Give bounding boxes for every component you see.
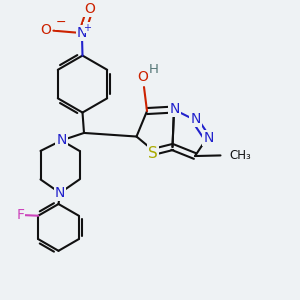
Text: −: − bbox=[56, 16, 66, 29]
Text: O: O bbox=[84, 2, 95, 16]
Text: H: H bbox=[149, 63, 158, 76]
Text: F: F bbox=[16, 208, 24, 221]
Text: N: N bbox=[169, 102, 180, 116]
Text: CH₃: CH₃ bbox=[230, 149, 251, 162]
Text: +: + bbox=[83, 23, 91, 33]
Text: N: N bbox=[190, 112, 201, 126]
Text: O: O bbox=[137, 70, 148, 85]
Text: N: N bbox=[56, 134, 67, 147]
Text: S: S bbox=[148, 146, 158, 160]
Text: N: N bbox=[77, 26, 87, 40]
Text: N: N bbox=[203, 131, 214, 145]
Text: O: O bbox=[40, 23, 51, 38]
Text: N: N bbox=[55, 186, 65, 200]
